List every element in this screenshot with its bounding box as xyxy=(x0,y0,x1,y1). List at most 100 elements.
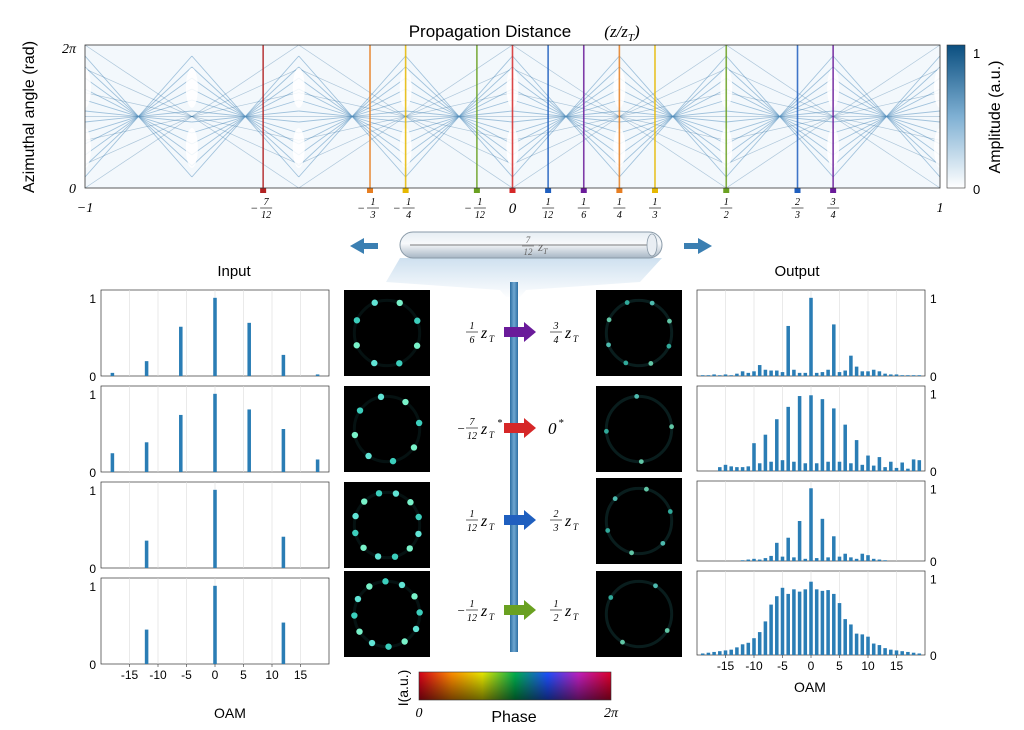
marker-tick-numerator: 1 xyxy=(371,197,376,208)
oam-bar xyxy=(775,419,779,471)
y-tick-label: 0 xyxy=(930,465,937,479)
beam-ring xyxy=(352,394,422,464)
transition-labels: 16 z T34 z T− 712 z T* 0 *112 z T23 z T− 112 z T12 z T xyxy=(457,321,579,624)
fraction-denominator: 12 xyxy=(467,613,477,624)
oam-bar xyxy=(700,653,705,655)
oam-bar xyxy=(797,591,802,655)
y-tick-2pi: 2π xyxy=(62,42,77,57)
marker-tick-label: 1 3− xyxy=(357,197,380,221)
beam-lobe xyxy=(402,398,409,406)
oam-bar xyxy=(757,463,762,471)
beam-lobe xyxy=(664,628,670,633)
carpet-line xyxy=(405,55,513,178)
x-tick-label: 10 xyxy=(861,659,875,673)
oam-bar xyxy=(894,374,899,376)
beam-lobe xyxy=(608,595,614,600)
oam-bar xyxy=(729,466,733,471)
beam-lobe xyxy=(351,612,358,619)
beam-lobe xyxy=(354,595,362,603)
beam-lobe xyxy=(371,299,378,306)
beam-lobe xyxy=(648,361,654,366)
y-tick-label: 0 xyxy=(89,466,96,480)
oam-bar xyxy=(889,461,893,471)
beam-lobe xyxy=(406,545,413,552)
beam-lobe xyxy=(606,317,612,323)
beam-lobe xyxy=(415,513,422,521)
oam-bar xyxy=(837,461,842,471)
oam-bar xyxy=(809,488,813,561)
beam-intensity-image xyxy=(344,290,430,376)
y-tick-label: 0 xyxy=(930,649,937,663)
oam-bar xyxy=(849,624,853,655)
fraction-numerator: 7 xyxy=(470,417,476,428)
beam-lobe xyxy=(391,553,399,560)
marker-tick xyxy=(616,188,623,193)
oam-bar xyxy=(786,537,790,561)
fraction-denominator: 12 xyxy=(467,523,477,534)
marker-tick-sign: − xyxy=(393,201,401,215)
beam-lobe xyxy=(353,317,361,324)
oam-bar xyxy=(110,372,115,376)
fraction-denominator: 12 xyxy=(467,431,477,442)
oam-bar xyxy=(769,461,773,471)
fraction-label: 1 2 z T xyxy=(550,599,579,624)
phase-label: Phase xyxy=(491,709,536,726)
oam-bar xyxy=(712,374,716,376)
oam-bar xyxy=(894,650,899,655)
oam-bar xyxy=(144,629,149,664)
beam-lobe xyxy=(644,486,649,492)
oam-bar xyxy=(860,371,865,376)
marker-tick-numerator: 1 xyxy=(477,197,482,208)
oam-bar xyxy=(843,370,847,376)
marker-tick-numerator: 1 xyxy=(724,197,729,208)
beam-lobe xyxy=(375,490,383,497)
input-label: Input xyxy=(217,263,251,280)
oam-bar xyxy=(894,467,899,471)
oam-bar xyxy=(775,370,779,376)
carpet-line xyxy=(619,55,727,178)
z-symbol: z xyxy=(564,325,572,342)
fiber-glow xyxy=(386,258,662,297)
oam-bar xyxy=(723,464,728,471)
beam-ring xyxy=(352,490,422,560)
oam-bar xyxy=(763,621,768,655)
oam-bar xyxy=(871,369,876,376)
oam-bar xyxy=(832,593,836,655)
beam-lobe xyxy=(368,639,376,647)
oam-bar xyxy=(809,581,813,655)
beam-lobe xyxy=(351,431,359,439)
oam-bar xyxy=(832,408,836,471)
oam-bar xyxy=(877,645,882,655)
oam-bar xyxy=(814,589,819,655)
oam-bar xyxy=(247,409,251,472)
oam-bar xyxy=(792,461,796,471)
oam-bar xyxy=(854,558,859,561)
fraction-label: −1 12 z T xyxy=(457,599,495,624)
marker-tick-label: 14 xyxy=(613,197,626,221)
beam-ring xyxy=(604,486,674,556)
oam-bar xyxy=(752,371,756,376)
phase-tick-2pi: 2π xyxy=(604,706,619,721)
y-tick-label: 0 xyxy=(89,658,96,672)
fraction-label: 3 4 z T xyxy=(550,321,579,346)
input-oam-label: OAM xyxy=(214,705,246,721)
marker-tick-label: 16 xyxy=(577,197,590,221)
oam-bar xyxy=(906,468,910,471)
beam-intensity-image xyxy=(596,386,682,472)
marker-tick xyxy=(794,188,801,193)
carpet-line xyxy=(298,55,406,178)
oam-bar xyxy=(780,372,785,376)
oam-bar xyxy=(746,642,751,655)
oam-bar xyxy=(706,652,711,655)
oam-bar xyxy=(866,371,870,376)
arrow-left-icon xyxy=(350,238,378,254)
fraction-label: 2 3 z T xyxy=(550,509,579,534)
z-subscript: T xyxy=(573,334,579,344)
beam-lobe xyxy=(666,343,672,349)
oam-bar xyxy=(723,374,728,376)
carpet-line xyxy=(512,55,620,178)
oam-bar xyxy=(735,467,739,471)
beam-lobe xyxy=(634,394,640,399)
z-symbol: z xyxy=(480,421,488,438)
